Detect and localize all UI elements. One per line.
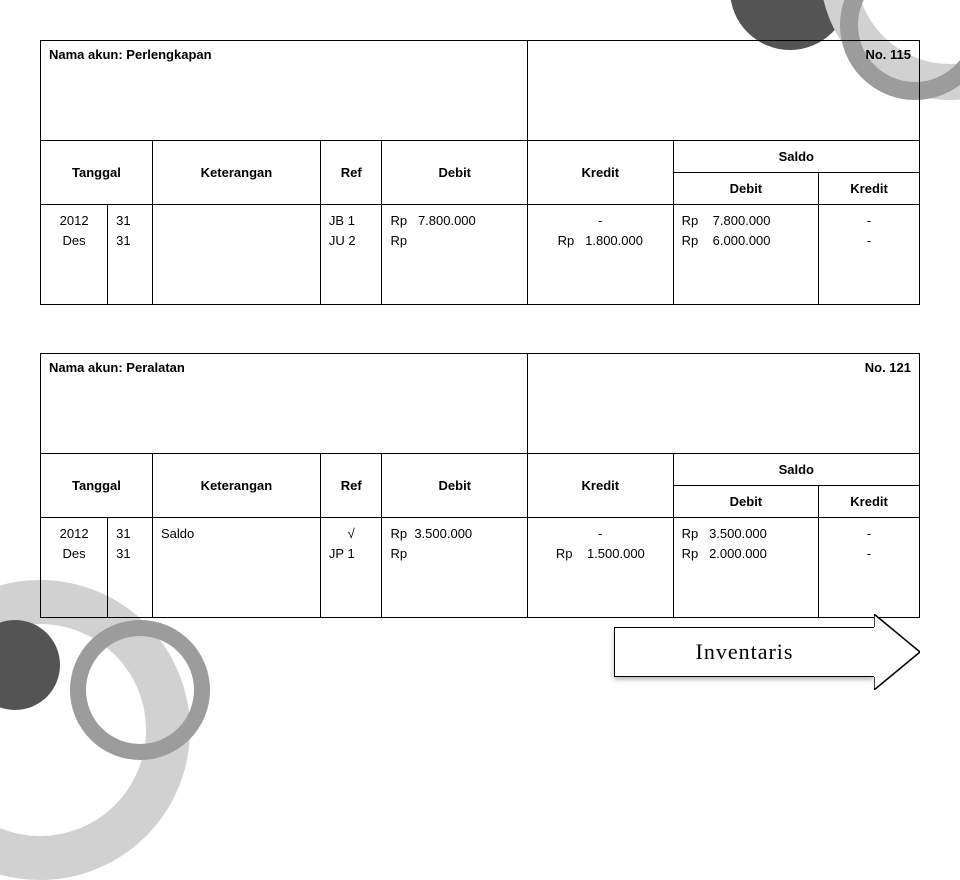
cell-keterangan: Saldo (152, 518, 320, 618)
cell-ref: JB 1 JU 2 (320, 205, 382, 305)
th-keterangan: Keterangan (152, 454, 320, 518)
th-ref: Ref (320, 454, 382, 518)
account-no-label: No. 115 (528, 41, 920, 141)
account-name-label: Nama akun: Peralatan (41, 354, 528, 454)
th-saldo-kredit: Kredit (819, 486, 920, 518)
th-debit: Debit (382, 141, 528, 205)
cell-saldo-debit: Rp 7.800.000 Rp 6.000.000 (673, 205, 819, 305)
table-row: 2012 Des 31 31 Saldo √ JP 1 Rp 3.500.000… (41, 518, 920, 618)
cell-ref: √ JP 1 (320, 518, 382, 618)
cell-kredit: - Rp 1.800.000 (528, 205, 674, 305)
cell-saldo-debit: Rp 3.500.000 Rp 2.000.000 (673, 518, 819, 618)
arrow-right-icon (874, 614, 920, 690)
cell-saldo-kredit: - - (819, 205, 920, 305)
th-keterangan: Keterangan (152, 141, 320, 205)
th-saldo: Saldo (673, 141, 919, 173)
th-tanggal: Tanggal (41, 141, 153, 205)
next-arrow-button[interactable]: Inventaris (614, 614, 920, 690)
th-debit: Debit (382, 454, 528, 518)
ledger-table-perlengkapan: Nama akun: Perlengkapan No. 115 Tanggal … (40, 40, 920, 305)
cell-year-month: 2012 Des (41, 518, 108, 618)
th-ref: Ref (320, 141, 382, 205)
th-kredit: Kredit (528, 454, 674, 518)
page-content: Nama akun: Perlengkapan No. 115 Tanggal … (0, 0, 960, 618)
ledger-table-peralatan: Nama akun: Peralatan No. 121 Tanggal Ket… (40, 353, 920, 618)
deco-bl-ring-mid (70, 620, 210, 760)
th-saldo-debit: Debit (673, 486, 819, 518)
th-saldo-debit: Debit (673, 173, 819, 205)
cell-days: 31 31 (108, 205, 153, 305)
account-no-label: No. 121 (528, 354, 920, 454)
cell-keterangan (152, 205, 320, 305)
cell-kredit: - Rp 1.500.000 (528, 518, 674, 618)
table-row: 2012 Des 31 31 JB 1 JU 2 Rp 7.800.000 Rp… (41, 205, 920, 305)
cell-days: 31 31 (108, 518, 153, 618)
th-tanggal: Tanggal (41, 454, 153, 518)
cell-debit: Rp 3.500.000 Rp (382, 518, 528, 618)
th-kredit: Kredit (528, 141, 674, 205)
th-saldo-kredit: Kredit (819, 173, 920, 205)
account-name-label: Nama akun: Perlengkapan (41, 41, 528, 141)
next-arrow-label: Inventaris (696, 639, 794, 665)
cell-saldo-kredit: - - (819, 518, 920, 618)
th-saldo: Saldo (673, 454, 919, 486)
deco-bl-blob-dark (0, 620, 60, 710)
cell-debit: Rp 7.800.000 Rp (382, 205, 528, 305)
cell-year-month: 2012 Des (41, 205, 108, 305)
deco-bl-ring-light (0, 580, 190, 880)
